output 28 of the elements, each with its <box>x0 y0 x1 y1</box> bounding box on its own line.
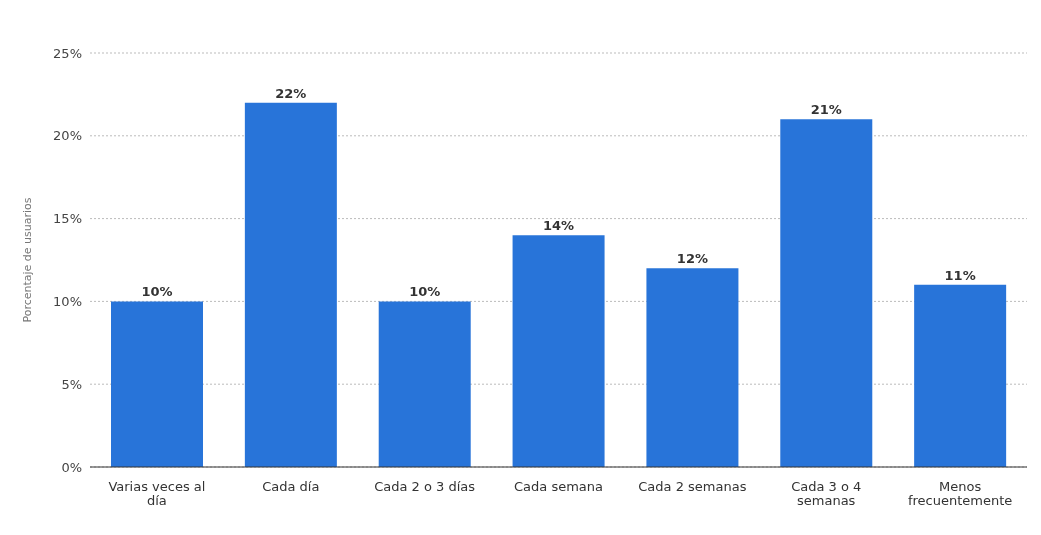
data-label: 14% <box>543 218 575 234</box>
x-tick-label: Varias veces al día <box>108 479 206 508</box>
y-tick-label: 15% <box>53 211 82 227</box>
x-tick-label: Cada semana <box>513 479 604 494</box>
x-tick-label: Cada 3 o 4 semanas <box>791 479 862 508</box>
bar <box>378 301 471 467</box>
y-tick-label: 25% <box>53 45 82 61</box>
y-tick-label: 0% <box>61 459 82 475</box>
bar <box>244 102 337 467</box>
y-tick-label: 20% <box>53 128 82 144</box>
bar <box>512 235 605 467</box>
data-label: 21% <box>810 102 842 118</box>
y-axis-title: Porcentaje de usuarios <box>20 197 34 323</box>
x-tick-label: Cada 2 semanas <box>638 479 747 494</box>
data-label: 11% <box>944 267 976 283</box>
data-label: 12% <box>676 251 708 267</box>
x-tick-label: Cada día <box>262 479 320 494</box>
bar <box>780 119 873 467</box>
bar <box>914 284 1007 467</box>
data-label: 22% <box>275 85 307 101</box>
x-tick-label: Menos frecuentemente <box>907 479 1013 508</box>
bar <box>646 268 739 467</box>
y-tick-label: 5% <box>61 376 82 392</box>
bar <box>111 301 203 467</box>
x-tick-label: Cada 2 o 3 días <box>374 479 476 494</box>
data-label: 10% <box>141 284 173 300</box>
data-label: 10% <box>409 284 441 300</box>
y-tick-label: 10% <box>53 294 82 310</box>
